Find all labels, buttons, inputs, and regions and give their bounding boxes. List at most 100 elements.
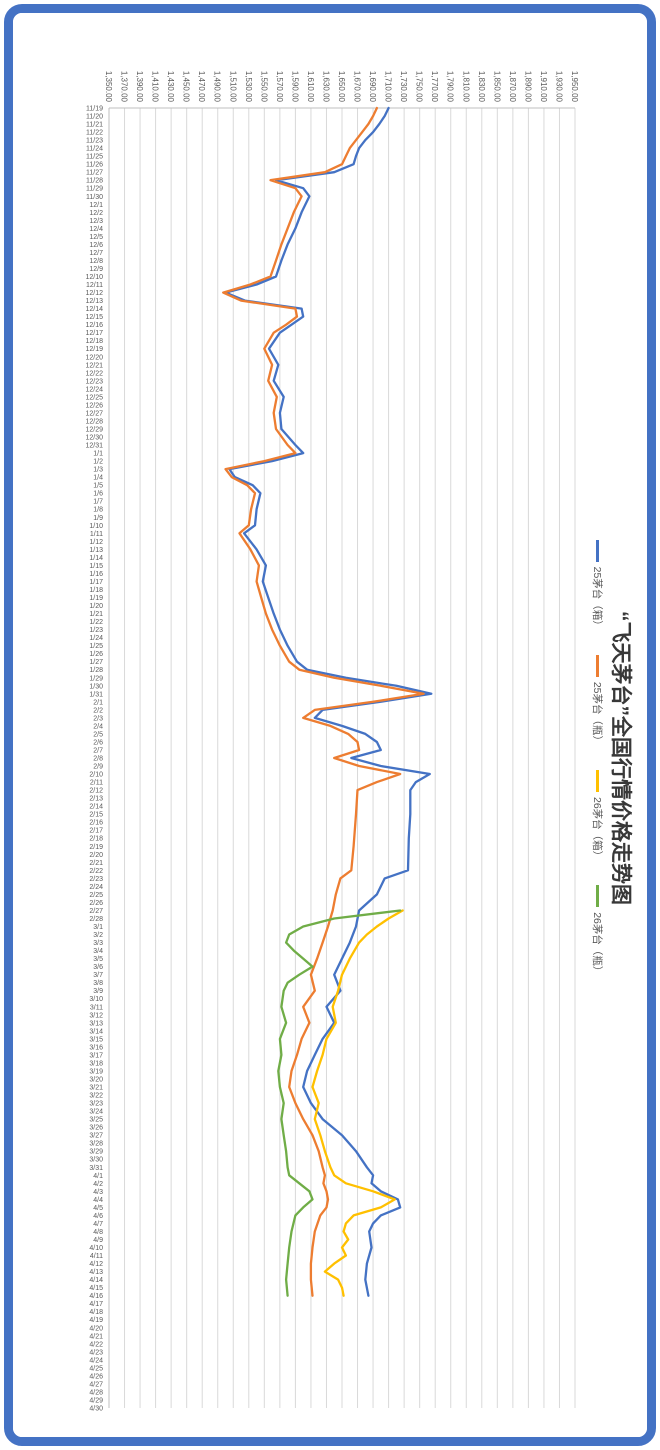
x-axis-tick-label: 3/18 <box>89 1060 103 1067</box>
x-axis-tick-label: 2/16 <box>89 820 103 827</box>
y-axis-tick-label: 1,370.00 <box>120 71 129 103</box>
series-line-25-box <box>224 106 433 1297</box>
x-axis-tick-label: 1/9 <box>93 515 103 522</box>
x-axis-tick-label: 11/30 <box>86 194 103 201</box>
x-axis-tick-label: 2/6 <box>93 740 103 747</box>
x-axis-tick-label: 2/11 <box>90 780 103 787</box>
x-axis-tick-label: 1/31 <box>89 691 103 698</box>
x-axis-tick-label: 12/10 <box>85 274 103 281</box>
x-axis-tick-label: 1/24 <box>89 635 103 642</box>
x-axis-tick-label: 12/13 <box>85 298 103 305</box>
x-axis-tick-label: 1/13 <box>89 547 103 554</box>
x-axis-tick-label: 12/2 <box>89 210 103 217</box>
y-axis-tick-label: 1,770.00 <box>430 71 439 103</box>
x-axis-tick-label: 4/10 <box>89 1245 103 1252</box>
x-axis-tick-label: 1/25 <box>89 643 103 650</box>
x-axis-tick-label: 12/4 <box>89 226 103 233</box>
x-axis-tick-label: 2/27 <box>89 908 103 915</box>
x-axis-tick-label: 4/27 <box>89 1381 103 1388</box>
x-axis-tick-label: 12/20 <box>85 354 103 361</box>
x-axis-tick-label: 3/27 <box>89 1133 103 1140</box>
x-axis-tick-label: 12/3 <box>89 218 103 225</box>
y-axis-tick-label: 1,390.00 <box>135 71 144 103</box>
x-axis-tick-label: 4/4 <box>93 1197 103 1204</box>
x-axis-tick-label: 11/19 <box>86 106 103 113</box>
y-axis-tick-label: 1,410.00 <box>151 71 160 103</box>
y-axis-tick-label: 1,350.00 <box>104 71 113 103</box>
x-axis-tick-label: 1/4 <box>93 475 103 482</box>
x-axis-tick-label: 3/7 <box>93 972 103 979</box>
x-axis-tick-label: 1/18 <box>89 587 103 594</box>
x-axis-tick-label: 12/26 <box>85 402 103 409</box>
x-axis-tick-label: 2/22 <box>89 868 103 875</box>
x-axis-tick-label: 3/29 <box>89 1149 103 1156</box>
x-axis-tick-label: 4/23 <box>89 1349 103 1356</box>
x-axis-tick-label: 4/21 <box>89 1333 103 1340</box>
x-axis-tick-label: 2/20 <box>89 852 103 859</box>
x-axis-tick-label: 1/22 <box>89 619 103 626</box>
x-axis-tick-label: 2/23 <box>89 876 103 883</box>
x-axis-tick-label: 1/16 <box>89 571 103 578</box>
y-axis-tick-label: 1,790.00 <box>446 71 455 103</box>
y-axis-tick-label: 1,870.00 <box>508 71 517 103</box>
x-axis-tick-label: 1/10 <box>89 523 103 530</box>
line-chart-plot: 1,350.00 1,370.00 1,390.00 1,410.00 1,430.00… <box>85 71 579 1413</box>
x-axis-tick-label: 1/20 <box>89 603 103 610</box>
y-axis-tick-label: 1,470.00 <box>197 71 206 103</box>
x-axis-tick-label: 1/27 <box>89 659 103 666</box>
x-axis-tick-label: 4/3 <box>93 1189 103 1196</box>
x-axis-tick-label: 1/29 <box>89 675 103 682</box>
x-axis-tick-label: 1/17 <box>89 579 103 586</box>
x-axis-tick-label: 3/25 <box>89 1117 103 1124</box>
x-axis-tick-label: 12/9 <box>89 266 103 273</box>
x-axis-tick-label: 4/7 <box>93 1221 103 1228</box>
x-axis-tick-label: 3/19 <box>89 1069 103 1076</box>
x-axis-tick-label: 3/16 <box>89 1044 103 1051</box>
x-axis-tick-label: 4/24 <box>89 1357 103 1364</box>
x-axis-tick-label: 4/25 <box>89 1365 103 1372</box>
x-axis-tick-label: 12/14 <box>85 306 103 313</box>
x-axis-tick-label: 3/30 <box>89 1157 103 1164</box>
x-axis-tick-label: 3/14 <box>89 1028 103 1035</box>
x-axis-tick-label: 4/29 <box>89 1398 103 1405</box>
x-axis-tick-label: 4/15 <box>89 1285 103 1292</box>
x-axis-tick-label: 3/13 <box>89 1020 103 1027</box>
x-axis-tick-label: 2/8 <box>93 756 103 763</box>
x-axis-tick-label: 4/16 <box>89 1293 103 1300</box>
y-axis-tick-label: 1,690.00 <box>368 71 377 103</box>
x-axis-tick-label: 11/23 <box>86 138 103 145</box>
x-axis-tick-label: 4/2 <box>93 1181 103 1188</box>
x-axis-tick-label: 12/12 <box>85 290 103 297</box>
y-axis-tick-label: 1,630.00 <box>321 71 330 103</box>
x-axis-tick-label: 3/12 <box>89 1012 103 1019</box>
x-axis-tick-label: 1/1 <box>93 451 103 458</box>
y-axis-tick-label: 1,850.00 <box>492 71 501 103</box>
x-axis-tick-label: 12/19 <box>85 346 103 353</box>
y-axis-tick-label: 1,610.00 <box>306 71 315 103</box>
x-axis-tick-label: 3/23 <box>89 1101 103 1108</box>
series-line-25-bottle <box>222 106 425 1297</box>
x-axis-tick-label: 2/26 <box>89 900 103 907</box>
x-axis-tick-label: 1/26 <box>89 651 103 658</box>
x-axis-tick-label: 11/20 <box>86 114 103 121</box>
x-axis-tick-label: 2/1 <box>93 699 103 706</box>
x-axis-tick-label: 2/18 <box>89 836 103 843</box>
x-axis-tick-label: 2/5 <box>93 731 103 738</box>
x-axis-tick-label: 11/26 <box>86 162 103 169</box>
x-axis-tick-label: 12/21 <box>85 362 103 369</box>
x-axis-tick-label: 3/9 <box>93 988 103 995</box>
x-axis-tick-label: 2/24 <box>89 884 103 891</box>
x-axis-tick-label: 3/21 <box>89 1085 103 1092</box>
x-axis-tick-label: 4/20 <box>89 1325 103 1332</box>
y-axis-tick-label: 1,670.00 <box>353 71 362 103</box>
x-axis-tick-label: 1/2 <box>93 459 103 466</box>
y-axis-tick-label: 1,550.00 <box>259 71 268 103</box>
y-axis-tick-label: 1,710.00 <box>384 71 393 103</box>
x-axis-tick-label: 2/25 <box>89 892 103 899</box>
x-axis-tick-label: 11/29 <box>86 186 103 193</box>
x-axis-tick-label: 3/22 <box>89 1093 103 1100</box>
x-axis-tick-label: 1/21 <box>89 611 103 618</box>
x-axis-tick-label: 2/12 <box>89 788 103 795</box>
x-axis-tick-label: 4/17 <box>89 1301 103 1308</box>
